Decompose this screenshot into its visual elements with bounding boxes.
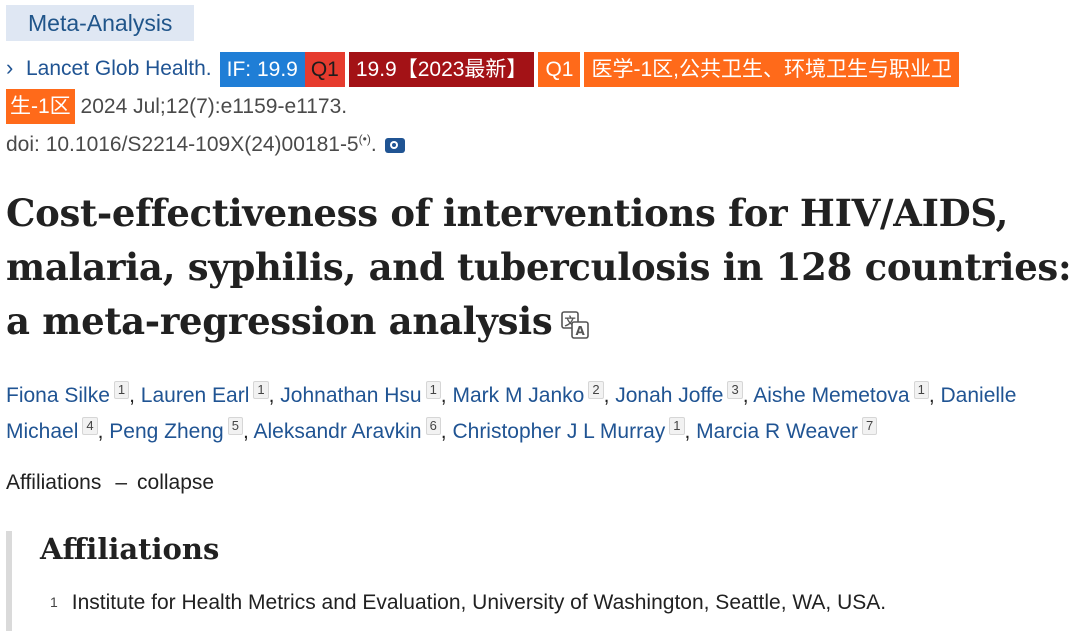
- doi-suffix: .: [370, 133, 377, 156]
- author-item: Aishe Memetova 1: [753, 381, 929, 407]
- author-link[interactable]: Fiona Silke: [6, 384, 110, 407]
- article-title: Cost-effectiveness of interventions for …: [6, 186, 1076, 348]
- author-link[interactable]: Danielle Michael: [6, 384, 1017, 443]
- affiliation-ref[interactable]: 1: [113, 381, 130, 399]
- author-item: Peng Zheng 5: [109, 417, 243, 443]
- author-link[interactable]: Aishe Memetova: [753, 384, 910, 407]
- author-link[interactable]: Mark M Janko: [452, 384, 585, 407]
- author-separator: ,: [97, 420, 110, 443]
- podcast-icon[interactable]: (•): [358, 132, 371, 146]
- affiliation-ref[interactable]: 2: [588, 381, 604, 399]
- author-item: Fiona Silke 1: [6, 381, 130, 407]
- chevron-right-icon[interactable]: ›: [6, 55, 14, 81]
- quartile-badge: Q1: [304, 52, 345, 87]
- camera-icon[interactable]: [384, 137, 405, 153]
- cas-zone-badge: 医学-1区,公共卫生、环境卫生与职业卫: [584, 52, 959, 87]
- author-separator: ,: [684, 420, 697, 443]
- author-list: Fiona Silke 1, Lauren Earl 1, Johnathan Hs…: [6, 378, 1076, 450]
- cas-zone-badge-continued: 生-1区: [6, 89, 75, 124]
- latest-if-badge: 19.9【2023最新】: [348, 52, 535, 87]
- author-separator: ,: [129, 384, 141, 407]
- affiliations-toggle[interactable]: Affiliations – collapse: [6, 468, 214, 498]
- author-link[interactable]: Marcia R Weaver: [696, 420, 858, 443]
- affiliation-ref[interactable]: 1: [425, 381, 441, 399]
- affiliation-ref[interactable]: 6: [425, 417, 441, 435]
- affiliation-ref[interactable]: 1: [913, 381, 929, 399]
- affiliation-text: Institute for Health Metrics and Evaluat…: [71, 591, 887, 614]
- affiliation-item: 1 Institute for Health Metrics and Evalua…: [50, 587, 886, 618]
- author-item: Marcia R Weaver 7: [696, 417, 878, 443]
- author-separator: ,: [242, 420, 254, 443]
- author-separator: ,: [928, 384, 941, 407]
- affiliation-ref[interactable]: 1: [669, 417, 685, 435]
- affiliations-heading: Affiliations: [40, 532, 220, 566]
- affiliations-panel: Affiliations 1 Institute for Health Metri…: [6, 531, 1080, 631]
- author-link[interactable]: Peng Zheng: [109, 420, 224, 443]
- publication-type-tag: Meta-Analysis: [6, 5, 195, 41]
- author-separator: ,: [603, 384, 616, 407]
- author-item: Mark M Janko 2: [452, 381, 604, 407]
- affiliation-ref[interactable]: 3: [727, 381, 743, 399]
- toggle-dash: –: [115, 471, 128, 494]
- collapse-link[interactable]: collapse: [137, 471, 215, 494]
- affiliation-ref[interactable]: 1: [253, 381, 269, 399]
- doi-text: doi: 10.1016/S2214-109X(24)00181-5: [6, 133, 359, 156]
- author-item: Aleksandr Aravkin 6: [253, 417, 441, 443]
- citation-line: › Lancet Glob Health. IF: 19.9 Q1 19.9【2023最…: [6, 52, 959, 87]
- author-separator: ,: [742, 384, 754, 407]
- author-item: Johnathan Hsu 1: [280, 381, 441, 407]
- affiliations-toggle-label: Affiliations: [6, 471, 102, 494]
- author-separator: ,: [440, 384, 453, 407]
- author-link[interactable]: Johnathan Hsu: [280, 384, 422, 407]
- author-link[interactable]: Christopher J L Murray: [452, 420, 666, 443]
- author-link[interactable]: Lauren Earl: [140, 384, 250, 407]
- quartile-badge-secondary: Q1: [538, 52, 581, 87]
- article-title-text: Cost-effectiveness of interventions for …: [6, 191, 1072, 343]
- svg-text:A: A: [576, 324, 586, 338]
- author-item: Lauren Earl 1: [140, 381, 269, 407]
- author-link[interactable]: Jonah Joffe: [615, 384, 724, 407]
- author-item: Christopher J L Murray 1: [452, 417, 685, 443]
- affiliation-ref[interactable]: 7: [862, 417, 878, 435]
- affiliation-number: 1: [50, 594, 58, 610]
- author-item: Danielle Michael 4: [6, 384, 1016, 443]
- journal-link[interactable]: Lancet Glob Health.: [26, 57, 212, 81]
- affiliation-ref[interactable]: 4: [82, 417, 98, 435]
- translate-icon[interactable]: 文 A: [560, 310, 590, 340]
- doi-line: doi: 10.1016/S2214-109X(24)00181-5(•).: [6, 124, 405, 160]
- author-separator: ,: [268, 384, 281, 407]
- publication-date-volume: 2024 Jul;12(7):e1159-e1173.: [80, 95, 348, 118]
- impact-factor-badge: IF: 19.9: [219, 52, 305, 87]
- author-separator: ,: [440, 420, 453, 443]
- author-link[interactable]: Aleksandr Aravkin: [253, 420, 422, 443]
- citation-line-2: 生-1区 2024 Jul;12(7):e1159-e1173.: [6, 89, 347, 124]
- author-item: Jonah Joffe 3: [615, 381, 743, 407]
- affiliation-ref[interactable]: 5: [227, 417, 243, 435]
